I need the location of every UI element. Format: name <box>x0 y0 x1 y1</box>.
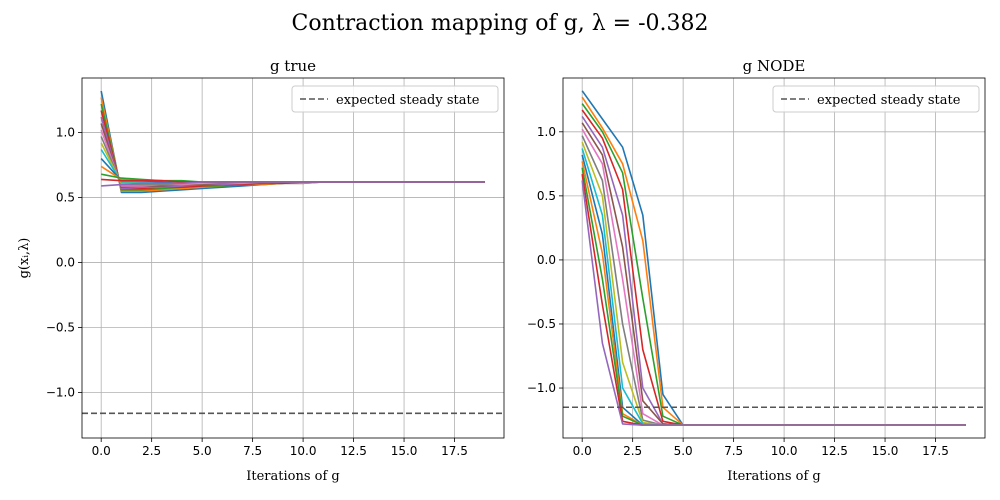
x-tick-label: 15.0 <box>872 444 899 458</box>
series-line-14 <box>581 180 966 427</box>
legend-label: expected steady state <box>817 93 961 108</box>
axes-title: g NODE <box>743 57 806 75</box>
y-tick-label: −1.0 <box>46 386 75 400</box>
y-tick-label: 0.5 <box>56 191 75 205</box>
chart-g-true: 0.0 2.5 5.0 7.5 10.0 12.5 15.0 17.5 −1.0 −0.5 0.0 0… <box>17 57 505 484</box>
axes-title: g true <box>270 57 316 75</box>
x-tick-label: 7.5 <box>724 444 743 458</box>
x-tick-label: 17.5 <box>441 444 468 458</box>
x-tick-label: 5.0 <box>674 444 693 458</box>
legend-label: expected steady state <box>336 93 480 108</box>
y-tick-label: 0.0 <box>56 256 75 270</box>
x-tick-label: 5.0 <box>193 444 212 458</box>
y-tick-label: 1.0 <box>537 125 556 139</box>
x-tick-label: 17.5 <box>922 444 949 458</box>
x-tick-label: 12.5 <box>821 444 848 458</box>
figure-title: Contraction mapping of g, λ = -0.382 <box>292 11 709 36</box>
y-tick-label: −0.5 <box>527 317 556 331</box>
x-tick-label: 0.0 <box>92 444 111 458</box>
x-tick-label: 10.0 <box>771 444 798 458</box>
legend-box <box>772 85 980 113</box>
legend-box <box>291 85 499 113</box>
x-axis-label: Iterations of g <box>727 469 821 484</box>
series-line-14 <box>101 181 485 187</box>
x-axis-label: Iterations of g <box>246 469 340 484</box>
y-tick-label: −1.0 <box>527 381 556 395</box>
y-tick-label: 0.0 <box>537 253 556 267</box>
x-tick-label: 7.5 <box>243 444 262 458</box>
x-tick-label: 2.5 <box>142 444 161 458</box>
y-tick-label: 0.5 <box>537 189 556 203</box>
y-tick-label: 1.0 <box>56 126 75 140</box>
chart-g-node: 0.0 2.5 5.0 7.5 10.0 12.5 15.0 17.5 −1.0 −0.5 0.0 0… <box>527 57 986 484</box>
y-axis-label: g(xᵢ,λ) <box>17 238 32 279</box>
x-tick-label: 0.0 <box>573 444 592 458</box>
x-tick-label: 10.0 <box>290 444 317 458</box>
x-tick-label: 12.5 <box>340 444 367 458</box>
x-tick-label: 2.5 <box>623 444 642 458</box>
axes-frame <box>81 77 505 439</box>
axes-frame <box>562 77 986 439</box>
x-tick-label: 15.0 <box>391 444 418 458</box>
y-tick-label: −0.5 <box>46 321 75 335</box>
